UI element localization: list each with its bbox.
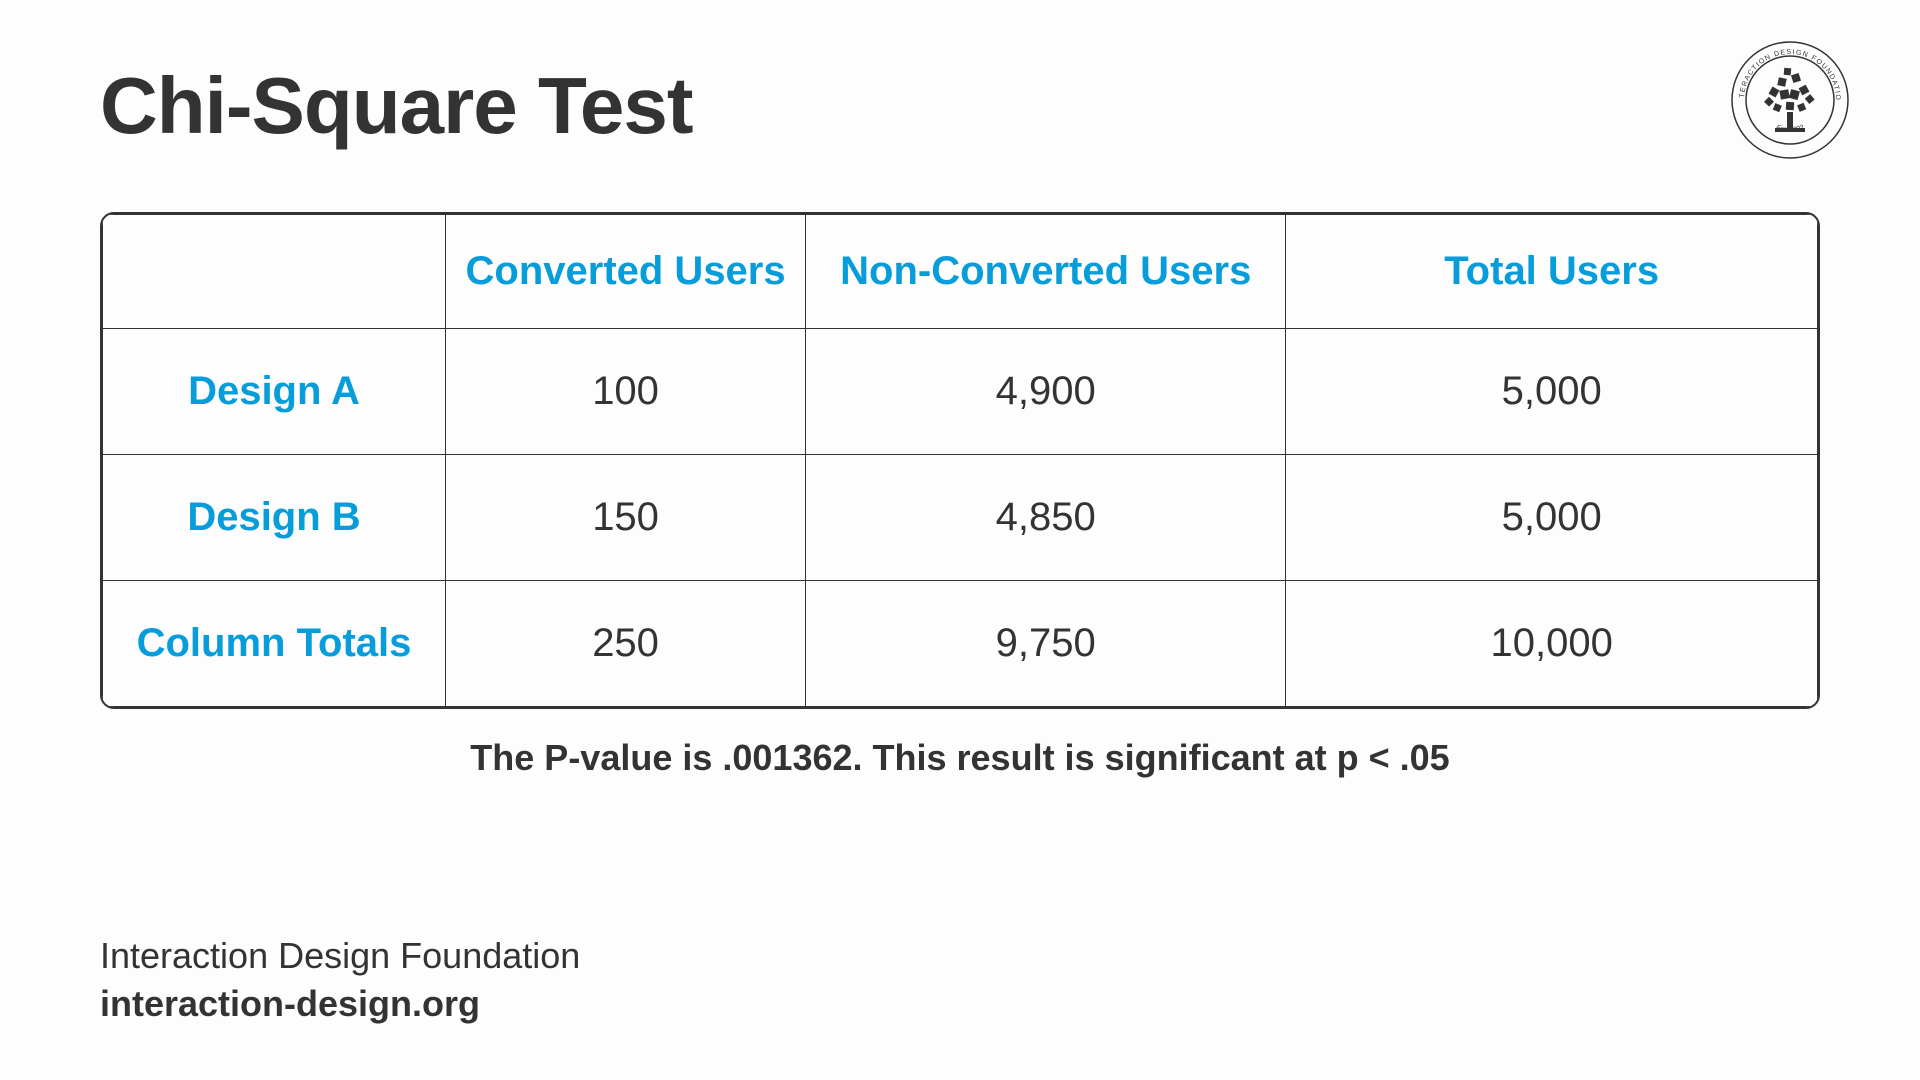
cell: 250 — [446, 581, 806, 707]
cell: 10,000 — [1286, 581, 1818, 707]
col-header-nonconverted: Non-Converted Users — [806, 215, 1286, 329]
table-row: Column Totals 250 9,750 10,000 — [103, 581, 1818, 707]
cell: 5,000 — [1286, 329, 1818, 455]
col-header-total: Total Users — [1286, 215, 1818, 329]
cell: 150 — [446, 455, 806, 581]
col-header-empty — [103, 215, 446, 329]
table-row: Design B 150 4,850 5,000 — [103, 455, 1818, 581]
col-header-converted: Converted Users — [446, 215, 806, 329]
cell: 100 — [446, 329, 806, 455]
row-label-design-b: Design B — [103, 455, 446, 581]
result-caption: The P-value is .001362. This result is s… — [100, 737, 1820, 779]
cell: 4,850 — [806, 455, 1286, 581]
cell: 9,750 — [806, 581, 1286, 707]
table-header-row: Converted Users Non-Converted Users Tota… — [103, 215, 1818, 329]
chi-square-table: Converted Users Non-Converted Users Tota… — [100, 212, 1820, 709]
cell: 5,000 — [1286, 455, 1818, 581]
table-row: Design A 100 4,900 5,000 — [103, 329, 1818, 455]
footer-url: interaction-design.org — [100, 983, 580, 1025]
footer-org-name: Interaction Design Foundation — [100, 935, 580, 977]
footer: Interaction Design Foundation interactio… — [100, 935, 580, 1025]
page-title: Chi-Square Test — [100, 60, 1820, 152]
row-label-column-totals: Column Totals — [103, 581, 446, 707]
cell: 4,900 — [806, 329, 1286, 455]
idf-logo: INTERACTION DESIGN FOUNDATION Est. 2002 — [1730, 40, 1850, 160]
row-label-design-a: Design A — [103, 329, 446, 455]
